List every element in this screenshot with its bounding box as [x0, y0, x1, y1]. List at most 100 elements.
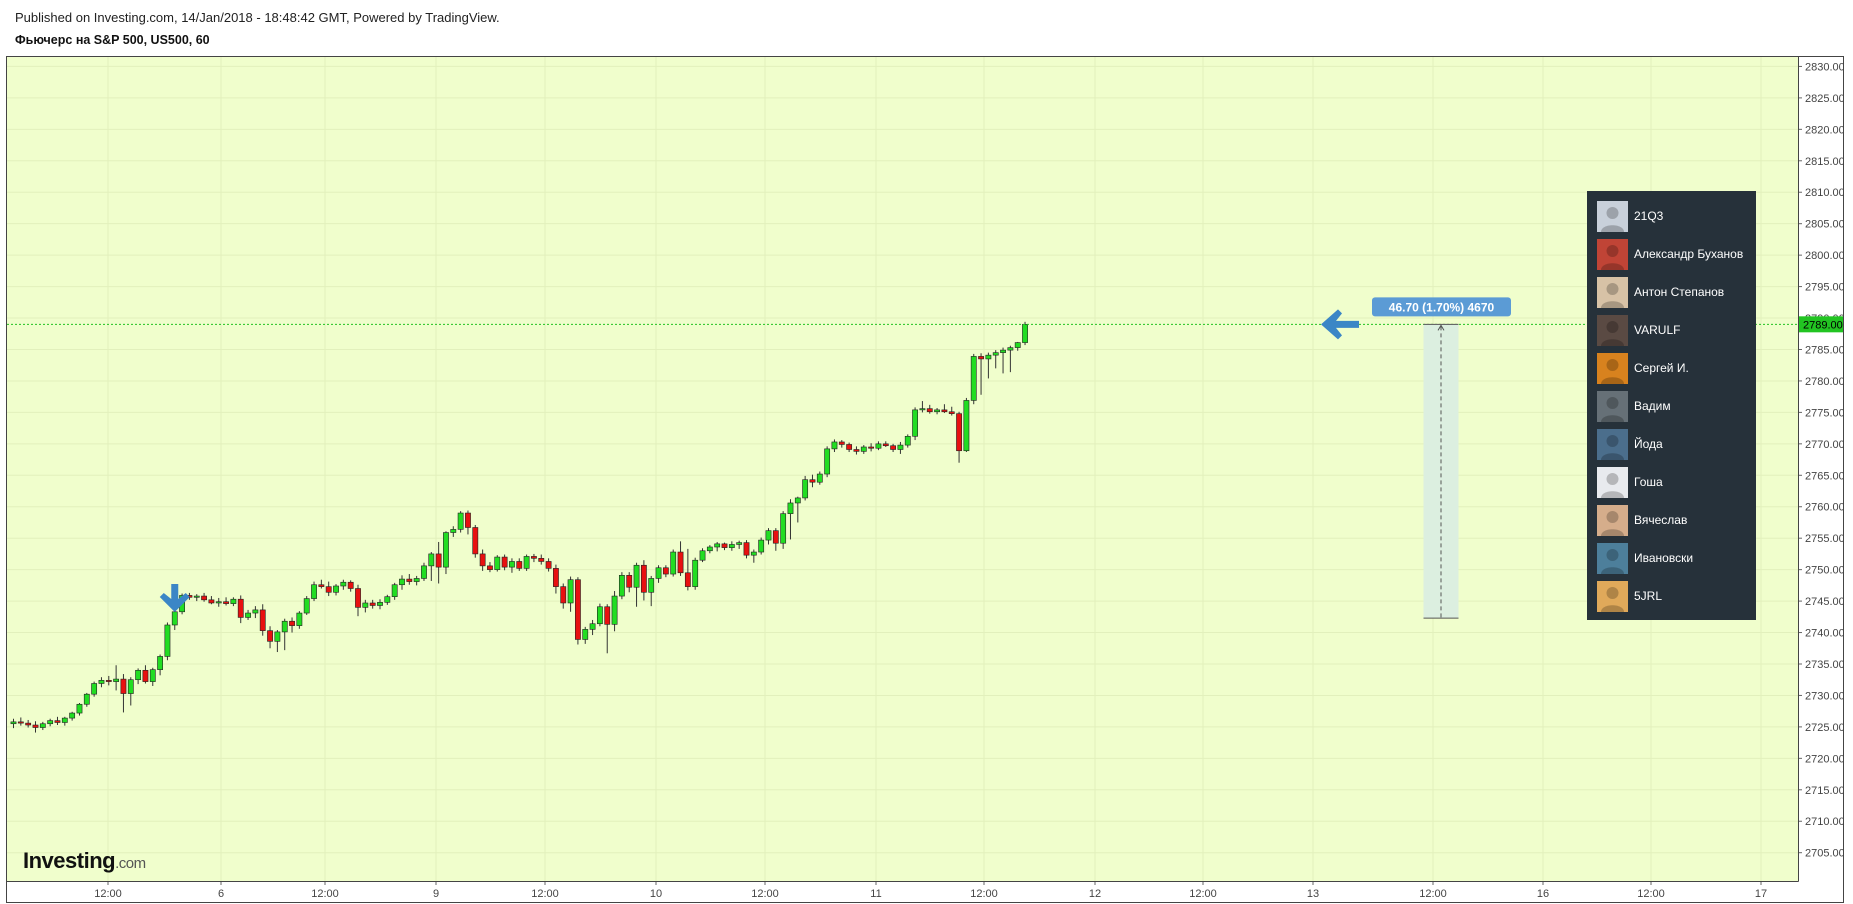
candle — [662, 567, 669, 575]
candle — [472, 527, 479, 555]
avatar-cat-icon — [1597, 390, 1628, 422]
candle — [245, 612, 251, 618]
participant-row[interactable]: 21Q3 — [1587, 197, 1756, 235]
participant-name: 21Q3 — [1634, 209, 1664, 223]
candle — [501, 556, 508, 568]
candle — [934, 409, 940, 413]
y-tick-label: 2765.00 — [1805, 470, 1843, 482]
candle — [32, 724, 39, 728]
y-tick-label: 2815.00 — [1805, 156, 1843, 168]
candle — [274, 631, 281, 642]
candle — [802, 479, 809, 499]
candle — [39, 723, 46, 728]
participant-row[interactable]: Вадим — [1587, 387, 1756, 425]
candle — [1014, 342, 1021, 348]
candle — [787, 502, 794, 514]
y-tick-label: 2810.00 — [1805, 187, 1843, 199]
candle — [882, 443, 889, 447]
candle — [560, 586, 567, 604]
candle — [435, 553, 442, 568]
candle — [47, 720, 54, 725]
candle — [897, 444, 904, 450]
candle — [772, 530, 779, 544]
x-tick-label: 11 — [870, 888, 881, 900]
arrow-down-icon — [159, 584, 190, 612]
plot-background — [7, 57, 1798, 881]
avatar-photo-icon — [1597, 314, 1628, 346]
measure-label: 46.70 (1.70%) 4670 — [1389, 300, 1495, 314]
participant-row[interactable]: VARULF — [1587, 311, 1756, 349]
candle — [164, 624, 171, 657]
candle — [538, 558, 545, 562]
participant-row[interactable]: 5JRL — [1587, 577, 1756, 615]
candle — [325, 586, 332, 593]
candle — [567, 579, 574, 604]
candle — [728, 544, 735, 548]
participant-row[interactable]: Александр Буханов — [1587, 235, 1756, 273]
candle — [736, 542, 743, 545]
candle — [670, 551, 677, 575]
y-tick-label: 2825.00 — [1805, 93, 1843, 105]
y-tick-label: 2830.00 — [1805, 61, 1843, 73]
candle — [1000, 349, 1006, 353]
y-tick-label: 2745.00 — [1805, 596, 1843, 608]
participant-name: Йода — [1634, 437, 1663, 451]
candle — [230, 598, 237, 604]
participant-name: 5JRL — [1634, 589, 1663, 603]
candle — [69, 712, 76, 719]
participant-row[interactable]: Йода — [1587, 425, 1756, 463]
candle — [853, 449, 860, 452]
candle — [860, 446, 867, 452]
candle — [553, 568, 559, 587]
candle — [223, 601, 229, 604]
participant-name: Александр Буханов — [1634, 247, 1744, 261]
candle — [428, 553, 435, 567]
candle — [926, 408, 933, 413]
candle — [54, 720, 61, 723]
x-tick-label: 12:00 — [311, 888, 339, 900]
candle — [149, 669, 156, 682]
x-tick-label: 10 — [650, 888, 662, 900]
candle — [333, 585, 339, 593]
candle — [816, 473, 823, 483]
candle — [978, 356, 984, 360]
candle — [362, 602, 369, 608]
candle — [465, 512, 471, 528]
y-tick-label: 2735.00 — [1805, 659, 1843, 671]
chart-svg[interactable]: 2705.00 2710.00 2715.00 2720.00 2725.00 2730.… — [7, 57, 1843, 902]
candle — [17, 721, 24, 724]
participant-name: Сергей И. — [1634, 361, 1689, 375]
candle — [648, 578, 655, 593]
x-tick-label: 12:00 — [970, 888, 998, 900]
candle — [135, 669, 142, 681]
candle — [699, 550, 706, 561]
avatar-fire-icon — [1597, 352, 1628, 384]
candle — [721, 543, 728, 548]
y-tick-label: 2705.00 — [1805, 848, 1843, 860]
participant-row[interactable]: Вячеслав — [1587, 501, 1756, 539]
participant-row[interactable]: Гоша — [1587, 463, 1756, 501]
y-tick-label: 2725.00 — [1805, 722, 1843, 734]
participant-row[interactable]: Антон Степанов — [1587, 273, 1756, 311]
candle — [575, 579, 581, 640]
participant-row[interactable]: Сергей И. — [1587, 349, 1756, 387]
y-tick-label: 2820.00 — [1805, 124, 1843, 136]
candle — [948, 411, 955, 414]
candle — [684, 572, 691, 587]
candle — [399, 578, 405, 586]
candle — [706, 546, 713, 552]
candle — [215, 601, 222, 604]
x-tick-label: 12:00 — [751, 888, 779, 900]
chart-frame: 2705.00 2710.00 2715.00 2720.00 2725.00 2730.… — [6, 56, 1844, 903]
logo-main: Investing — [23, 848, 116, 873]
participant-name: Гоша — [1634, 475, 1663, 489]
candle — [596, 606, 603, 625]
y-tick-label: 2715.00 — [1805, 785, 1843, 797]
symbol-title: Фьючерс на S&P 500, US500, 60 — [15, 33, 210, 47]
participant-name: VARULF — [1634, 323, 1681, 337]
candle — [267, 630, 273, 642]
measure-arrowhead — [1437, 324, 1445, 331]
participant-row[interactable]: Ивановски — [1587, 539, 1756, 577]
candle — [516, 561, 523, 569]
candle — [831, 441, 838, 450]
